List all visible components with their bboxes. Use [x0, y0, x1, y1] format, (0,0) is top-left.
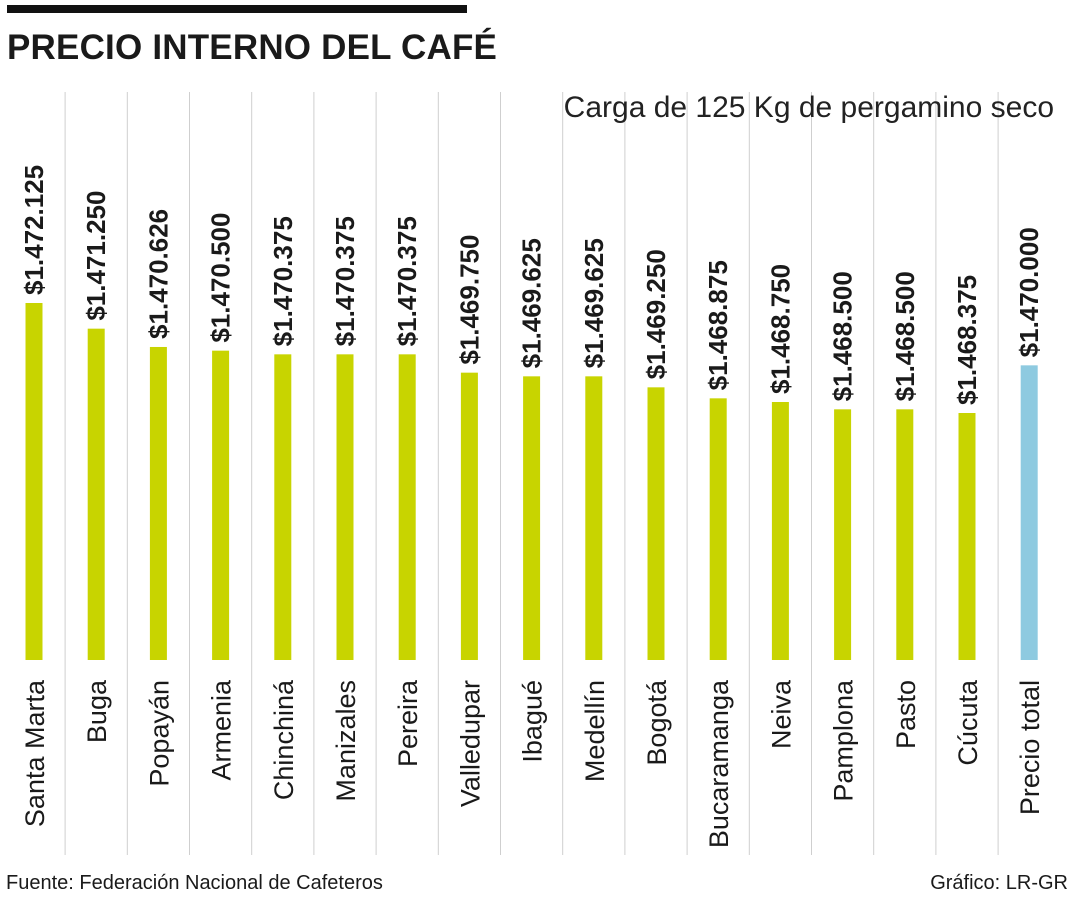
value-label: $1.469.750: [454, 235, 484, 365]
bar: [896, 409, 914, 660]
value-label: $1.469.625: [517, 238, 547, 368]
bar: [460, 372, 478, 660]
category-label: Medellín: [580, 680, 610, 782]
value-label: $1.468.500: [828, 271, 858, 401]
category-label: Valledupar: [455, 680, 485, 807]
category-label: Bogotá: [642, 679, 672, 766]
bar: [87, 328, 105, 660]
bar: [958, 413, 976, 660]
bar: [709, 398, 727, 660]
category-label: Precio total: [1015, 680, 1045, 815]
bar: [834, 409, 852, 660]
bar: [336, 354, 354, 660]
category-label: Manizales: [331, 680, 361, 802]
value-label: $1.468.875: [703, 260, 733, 390]
category-label: Cúcuta: [953, 679, 983, 766]
value-label: $1.468.500: [890, 271, 920, 401]
bar: [771, 402, 789, 660]
value-label: $1.468.375: [952, 275, 982, 405]
bar: [1020, 365, 1038, 660]
value-label: $1.469.250: [641, 249, 671, 379]
bar: [647, 387, 665, 660]
bar: [149, 346, 167, 660]
bar: [274, 354, 292, 660]
category-label: Neiva: [766, 679, 796, 749]
credit-note: Gráfico: LR-GR: [930, 872, 1068, 894]
bar: [523, 376, 541, 660]
value-label: $1.470.000: [1014, 227, 1044, 357]
value-label: $1.470.375: [330, 216, 360, 346]
value-label: $1.468.750: [765, 264, 795, 394]
category-label: Santa Marta: [20, 679, 50, 827]
chart-title: PRECIO INTERNO DEL CAFÉ: [7, 28, 498, 67]
category-label: Bucaramanga: [704, 679, 734, 848]
value-label: $1.469.625: [579, 238, 609, 368]
chart-subtitle: Carga de 125 Kg de pergamino seco: [563, 91, 1054, 124]
value-label: $1.470.375: [268, 216, 298, 346]
bar: [585, 376, 603, 660]
category-label: Pasto: [891, 680, 921, 749]
bar: [25, 303, 43, 660]
value-label: $1.470.375: [392, 216, 422, 346]
value-label: $1.470.500: [206, 213, 236, 343]
top-rule: [7, 5, 467, 13]
category-label: Popayán: [144, 680, 174, 787]
category-label: Ibagué: [518, 680, 548, 763]
category-label: Pamplona: [829, 679, 859, 802]
value-label: $1.471.250: [81, 191, 111, 321]
category-label: Buga: [82, 679, 112, 743]
category-label: Chinchiná: [269, 679, 299, 800]
category-label: Pereira: [393, 679, 423, 767]
value-label: $1.470.626: [143, 209, 173, 339]
value-label: $1.472.125: [19, 165, 49, 295]
category-label: Armenia: [207, 679, 237, 781]
bar: [212, 350, 230, 660]
source-note: Fuente: Federación Nacional de Cafeteros: [6, 872, 383, 894]
bar: [398, 354, 416, 660]
